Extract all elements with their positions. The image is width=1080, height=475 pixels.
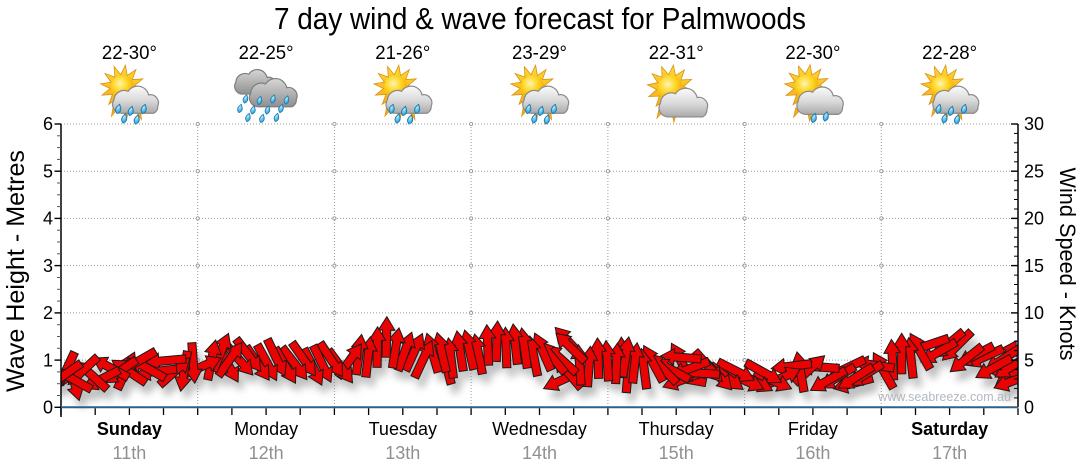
svg-text:0: 0: [1024, 398, 1034, 418]
svg-text:Tuesday: Tuesday: [369, 419, 437, 439]
svg-text:22-30°: 22-30°: [102, 43, 157, 64]
svg-text:Wind Speed - Knots: Wind Speed - Knots: [1055, 168, 1080, 361]
svg-text:13th: 13th: [385, 443, 420, 463]
svg-text:Wave Height - Metres: Wave Height - Metres: [2, 150, 30, 392]
svg-text:21-26°: 21-26°: [375, 43, 430, 64]
svg-text:15: 15: [1024, 256, 1044, 276]
svg-text:2: 2: [43, 303, 53, 323]
svg-text:22-30°: 22-30°: [785, 43, 840, 64]
svg-text:1: 1: [43, 350, 53, 370]
svg-text:22-28°: 22-28°: [922, 43, 977, 64]
svg-text:Thursday: Thursday: [639, 419, 714, 439]
svg-text:Saturday: Saturday: [911, 419, 988, 439]
svg-text:Friday: Friday: [788, 419, 838, 439]
svg-text:15th: 15th: [659, 443, 694, 463]
svg-text:25: 25: [1024, 161, 1044, 181]
svg-text:6: 6: [43, 114, 53, 134]
svg-text:7 day wind & wave forecast for: 7 day wind & wave forecast for Palmwoods: [274, 1, 806, 36]
svg-text:23-29°: 23-29°: [512, 43, 567, 64]
svg-text:5: 5: [1024, 350, 1034, 370]
svg-text:5: 5: [43, 161, 53, 181]
svg-text:4: 4: [43, 209, 53, 229]
svg-text:11th: 11th: [113, 443, 147, 463]
svg-text:Sunday: Sunday: [97, 419, 162, 439]
svg-text:Wednesday: Wednesday: [492, 419, 587, 439]
svg-text:16th: 16th: [795, 443, 830, 463]
svg-text:22-25°: 22-25°: [239, 43, 294, 64]
svg-text:10: 10: [1024, 303, 1044, 323]
svg-text:Monday: Monday: [234, 419, 298, 439]
svg-text:22-31°: 22-31°: [649, 43, 704, 64]
svg-text:14th: 14th: [522, 443, 557, 463]
svg-text:www.seabreeze.com.au: www.seabreeze.com.au: [877, 390, 1011, 404]
svg-text:30: 30: [1024, 114, 1044, 134]
svg-text:12th: 12th: [249, 443, 284, 463]
svg-text:17th: 17th: [932, 443, 967, 463]
svg-text:0: 0: [43, 398, 53, 418]
svg-text:3: 3: [43, 256, 53, 276]
svg-text:20: 20: [1024, 209, 1044, 229]
